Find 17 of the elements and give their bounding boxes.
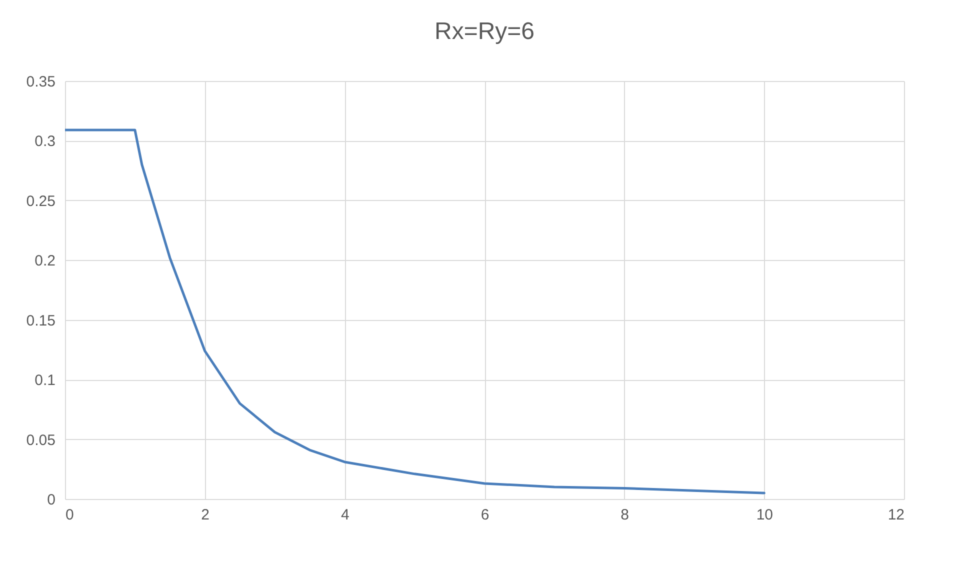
- x-tick-label: 4: [340, 506, 350, 524]
- line-series: [65, 128, 766, 494]
- x-tick-label: 12: [888, 506, 904, 524]
- x-tick-label: 8: [620, 506, 630, 524]
- x-tick-label: 10: [756, 506, 774, 524]
- y-tick-label: 0.35: [26, 74, 56, 90]
- y-tick-label: 0.05: [26, 432, 56, 449]
- y-tick-label: 0.25: [26, 192, 56, 210]
- chart-title: Rx=Ry=6: [434, 18, 535, 45]
- x-tick-label: 0: [66, 506, 74, 524]
- x-tick-label: 2: [201, 506, 210, 524]
- y-tick-label: 0.2: [34, 252, 56, 270]
- y-tick-label: 0.1: [34, 372, 56, 390]
- y-tick-label: 0.15: [26, 312, 56, 330]
- x-tick-label: 6: [480, 506, 490, 524]
- y-tick-label: 0.3: [34, 133, 56, 150]
- y-tick-label: 0: [47, 492, 56, 508]
